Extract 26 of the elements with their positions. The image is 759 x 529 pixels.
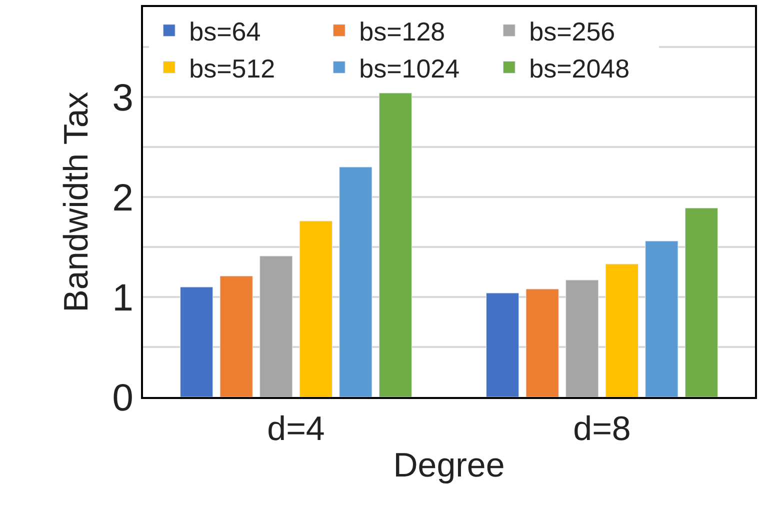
bar: [605, 264, 638, 397]
bar: [684, 208, 718, 397]
legend-label: bs=2048: [529, 53, 630, 84]
bar: [526, 288, 559, 397]
legend-label: bs=1024: [359, 53, 460, 84]
x-tick-label: d=8: [573, 410, 631, 448]
y-tick-label: 3: [112, 77, 134, 120]
y-axis-title: Bandwidth Tax: [57, 92, 96, 312]
bar: [339, 166, 372, 397]
x-axis-title: Degree: [393, 446, 505, 485]
bar: [220, 276, 253, 397]
legend-label: bs=64: [189, 16, 261, 47]
legend-label: bs=128: [359, 16, 446, 47]
y-tick-label: 0: [112, 377, 134, 420]
bar: [645, 240, 678, 397]
y-tick-label: 2: [112, 177, 134, 220]
bar: [260, 256, 293, 397]
x-tick-label: d=4: [267, 410, 325, 448]
legend-label: bs=256: [529, 16, 616, 47]
y-tick-label: 1: [112, 277, 134, 320]
bar: [180, 286, 214, 397]
legend-label: bs=512: [189, 53, 276, 84]
bar: [566, 280, 599, 397]
bar: [378, 92, 412, 397]
bar: [486, 292, 520, 397]
bar: [299, 220, 332, 397]
